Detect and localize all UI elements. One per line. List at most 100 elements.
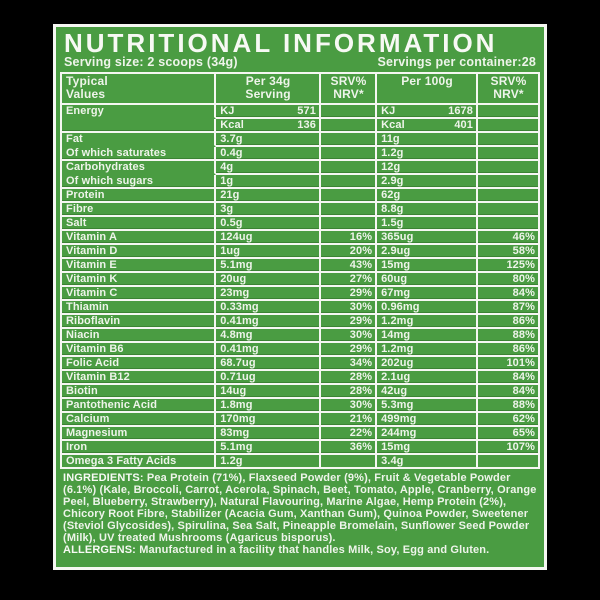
per-100g-value: Kcal 401	[377, 119, 478, 133]
row-label: Folic Acid	[62, 357, 217, 371]
per-serving-value: 1g	[216, 175, 321, 189]
per-100g-value: 1.5g	[377, 217, 478, 231]
table-row: Thiamin 0.33mg 30% 0.96mg 87%	[62, 301, 538, 315]
per-serving-value: 0.33mg	[216, 301, 321, 315]
row-label: Fibre	[62, 203, 217, 217]
srv-serving-value: 16%	[320, 231, 378, 245]
row-label: Pantothenic Acid	[62, 399, 217, 413]
table-row: Calcium 170mg 21% 499mg 62%	[62, 413, 538, 427]
per-serving-value: 0.5g	[216, 217, 321, 231]
nutrition-table: Typical Values Per 34g Serving SRV% NRV*…	[60, 72, 540, 469]
per-serving-value: 4g	[216, 161, 321, 175]
row-label: Vitamin B12	[62, 371, 217, 385]
per-serving-value: 1.2g	[216, 455, 321, 467]
energy-unit: Kcal	[381, 119, 405, 131]
row-label: Of which saturates	[62, 147, 217, 161]
per-serving-value: Kcal 136	[216, 119, 321, 133]
per-100g-value: 8.8g	[377, 203, 478, 217]
srv-100g-value	[478, 161, 538, 175]
row-label: Vitamin A	[62, 231, 217, 245]
per-100g-value: 365ug	[377, 231, 478, 245]
per-serving-value: 0.71ug	[216, 371, 321, 385]
column-header-per-100g: Per 100g	[377, 74, 478, 105]
per-100g-value: 15mg	[377, 259, 478, 273]
srv-serving-value: 43%	[320, 259, 378, 273]
per-100g-value: 2.9ug	[377, 245, 478, 259]
per-serving-value: 0.41mg	[216, 343, 321, 357]
per-serving-value: 170mg	[216, 413, 321, 427]
energy-value: 401	[454, 119, 473, 131]
srv-100g-value	[478, 133, 538, 147]
serving-size-text: Serving size: 2 scoops (34g)	[64, 55, 238, 69]
srv-serving-value: 27%	[320, 273, 378, 287]
row-label: Biotin	[62, 385, 217, 399]
per-100g-value: 62g	[377, 189, 478, 203]
per-serving-value: 5.1mg	[216, 259, 321, 273]
srv-serving-value: 30%	[320, 399, 378, 413]
table-row: Energy KJ 571 KJ 1678	[62, 105, 538, 119]
per-100g-value: 3.4g	[377, 455, 478, 467]
srv-100g-value	[478, 175, 538, 189]
srv-100g-value: 86%	[478, 343, 538, 357]
table-row: Pantothenic Acid 1.8mg 30% 5.3mg 88%	[62, 399, 538, 413]
row-label: Calcium	[62, 413, 217, 427]
table-row: Vitamin C 23mg 29% 67mg 84%	[62, 287, 538, 301]
srv-100g-value: 88%	[478, 329, 538, 343]
column-header-per-serving: Per 34g Serving	[216, 74, 321, 105]
srv-100g-value: 88%	[478, 399, 538, 413]
serving-info-row: Serving size: 2 scoops (34g) Servings pe…	[60, 55, 540, 72]
energy-value: 571	[297, 105, 316, 117]
per-serving-value: 0.41mg	[216, 315, 321, 329]
row-label: Vitamin B6	[62, 343, 217, 357]
per-serving-value: 1.8mg	[216, 399, 321, 413]
per-100g-value: 1.2mg	[377, 343, 478, 357]
srv-serving-value: 22%	[320, 427, 378, 441]
srv-100g-value	[478, 119, 538, 133]
row-label: Niacin	[62, 329, 217, 343]
per-100g-value: 60ug	[377, 273, 478, 287]
row-label: Riboflavin	[62, 315, 217, 329]
srv-serving-value	[320, 119, 378, 133]
label-title: NUTRITIONAL INFORMATION	[64, 28, 498, 58]
srv-100g-value: 46%	[478, 231, 538, 245]
table-row: Iron 5.1mg 36% 15mg 107%	[62, 441, 538, 455]
row-label: Protein	[62, 189, 217, 203]
srv-serving-value	[320, 133, 378, 147]
energy-unit: KJ	[220, 105, 235, 117]
row-label: Thiamin	[62, 301, 217, 315]
srv-serving-value	[320, 217, 378, 231]
per-serving-value: 3.7g	[216, 133, 321, 147]
srv-serving-value: 34%	[320, 357, 378, 371]
srv-100g-value: 107%	[478, 441, 538, 455]
srv-100g-value: 84%	[478, 371, 538, 385]
table-row: Carbohydrates 4g 12g	[62, 161, 538, 175]
table-row: Vitamin B12 0.71ug 28% 2.1ug 84%	[62, 371, 538, 385]
per-serving-value: 68.7ug	[216, 357, 321, 371]
table-row: Biotin 14ug 28% 42ug 84%	[62, 385, 538, 399]
srv-100g-value	[478, 189, 538, 203]
row-label: Vitamin D	[62, 245, 217, 259]
table-row: Vitamin B6 0.41mg 29% 1.2mg 86%	[62, 343, 538, 357]
per-serving-value: 14ug	[216, 385, 321, 399]
per-100g-value: 15mg	[377, 441, 478, 455]
srv-serving-value	[320, 147, 378, 161]
per-100g-value: 244mg	[377, 427, 478, 441]
ingredients-paragraph: INGREDIENTS: Pea Protein (71%), Flaxseed…	[60, 469, 540, 544]
per-100g-value: 11g	[377, 133, 478, 147]
srv-serving-value	[320, 189, 378, 203]
row-label: Vitamin C	[62, 287, 217, 301]
srv-serving-value	[320, 105, 378, 119]
row-label: Omega 3 Fatty Acids	[62, 455, 217, 467]
srv-serving-value: 30%	[320, 329, 378, 343]
column-header-typical-values: Typical Values	[62, 74, 217, 105]
table-row: Protein 21g 62g	[62, 189, 538, 203]
energy-unit: KJ	[381, 105, 396, 117]
srv-100g-value: 101%	[478, 357, 538, 371]
srv-100g-value	[478, 105, 538, 119]
per-100g-value: 14mg	[377, 329, 478, 343]
srv-100g-value: 84%	[478, 287, 538, 301]
table-row: Vitamin A 124ug 16% 365ug 46%	[62, 231, 538, 245]
row-label: Carbohydrates	[62, 161, 217, 175]
srv-serving-value: 29%	[320, 315, 378, 329]
table-row: Of which saturates 0.4g 1.2g	[62, 147, 538, 161]
